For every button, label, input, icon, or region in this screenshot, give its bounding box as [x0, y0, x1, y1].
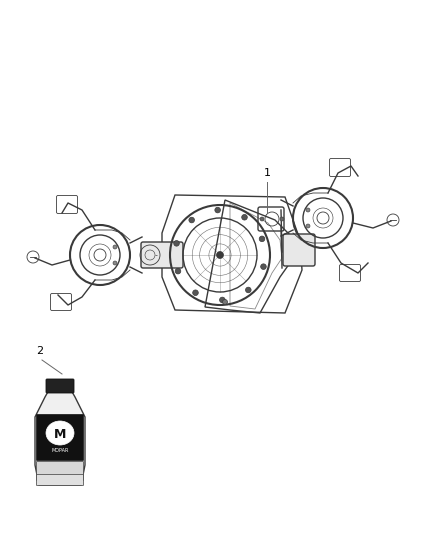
Circle shape	[175, 268, 181, 274]
Text: MOPAR: MOPAR	[51, 448, 69, 454]
FancyBboxPatch shape	[36, 474, 84, 486]
Circle shape	[306, 208, 310, 212]
Circle shape	[219, 297, 225, 303]
Circle shape	[113, 245, 117, 249]
Circle shape	[261, 264, 266, 270]
Text: M: M	[54, 427, 66, 440]
Circle shape	[260, 217, 264, 221]
Ellipse shape	[46, 421, 74, 445]
Circle shape	[259, 236, 265, 241]
Circle shape	[306, 224, 310, 228]
Circle shape	[216, 252, 223, 259]
Circle shape	[246, 287, 251, 293]
Circle shape	[215, 207, 220, 213]
Circle shape	[113, 261, 117, 265]
FancyBboxPatch shape	[36, 462, 84, 481]
Polygon shape	[35, 390, 85, 485]
Circle shape	[193, 290, 198, 295]
Circle shape	[189, 217, 194, 223]
Text: 2: 2	[36, 346, 43, 356]
Circle shape	[223, 300, 227, 304]
Circle shape	[174, 240, 179, 246]
Text: 1: 1	[264, 168, 271, 178]
FancyBboxPatch shape	[36, 415, 84, 461]
FancyBboxPatch shape	[141, 242, 183, 268]
FancyBboxPatch shape	[46, 379, 74, 393]
Circle shape	[280, 217, 284, 221]
Circle shape	[242, 214, 247, 220]
FancyBboxPatch shape	[283, 234, 315, 266]
